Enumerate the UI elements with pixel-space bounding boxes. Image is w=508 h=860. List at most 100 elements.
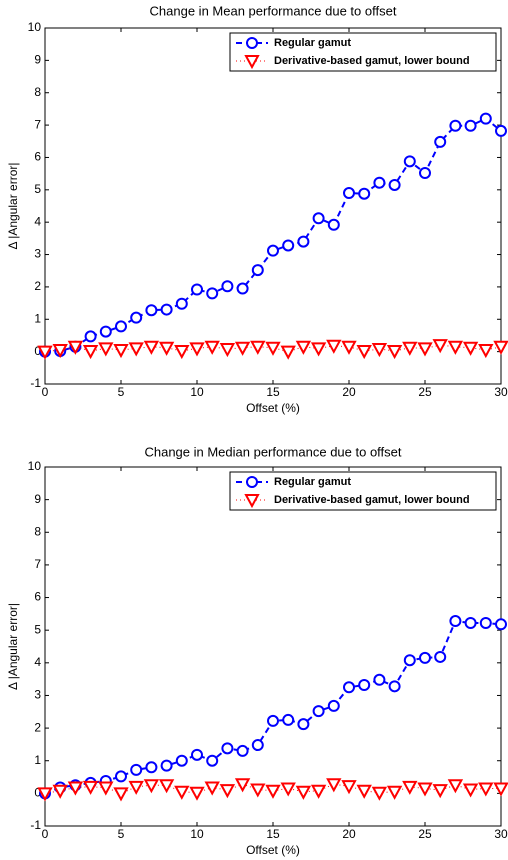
marker xyxy=(371,786,388,801)
chart-title: Change in Mean performance due to offset xyxy=(150,3,397,18)
chart-title: Change in Median performance due to offs… xyxy=(144,444,401,459)
marker xyxy=(295,340,312,355)
marker xyxy=(128,342,144,357)
x-tick-label: 30 xyxy=(494,385,508,399)
marker xyxy=(432,339,448,354)
marker xyxy=(464,617,477,630)
y-tick-label: 6 xyxy=(34,590,41,604)
marker xyxy=(282,239,295,252)
y-tick-label: -1 xyxy=(30,376,41,390)
marker xyxy=(326,778,342,793)
marker xyxy=(434,650,447,663)
marker xyxy=(297,718,310,731)
marker xyxy=(280,782,296,797)
marker xyxy=(312,705,325,718)
marker xyxy=(130,311,143,324)
marker xyxy=(495,618,507,631)
chart: Change in Mean performance due to offset… xyxy=(6,3,508,415)
marker xyxy=(160,303,173,316)
marker xyxy=(206,754,219,767)
y-tick-label: 4 xyxy=(34,655,41,669)
marker xyxy=(432,784,448,799)
marker xyxy=(449,615,462,628)
marker xyxy=(327,699,340,712)
marker xyxy=(310,784,327,799)
marker xyxy=(204,781,220,796)
marker xyxy=(493,340,508,355)
marker xyxy=(82,344,99,360)
chart: Change in Median performance due to offs… xyxy=(6,444,508,857)
marker xyxy=(327,218,340,231)
y-tick-label: 7 xyxy=(34,117,41,131)
marker xyxy=(130,763,143,776)
y-tick-label: 9 xyxy=(34,492,41,506)
marker xyxy=(478,782,494,797)
y-tick-label: 1 xyxy=(34,753,41,767)
marker xyxy=(244,55,260,70)
x-tick-label: 30 xyxy=(494,827,508,841)
marker xyxy=(37,345,53,360)
x-tick-label: 0 xyxy=(42,385,49,399)
y-tick-label: 3 xyxy=(34,247,41,261)
marker xyxy=(267,244,279,257)
marker xyxy=(145,761,158,774)
y-tick-label: 5 xyxy=(34,182,41,196)
marker xyxy=(356,344,372,360)
marker xyxy=(191,283,203,296)
marker xyxy=(158,779,175,794)
marker xyxy=(82,780,99,795)
marker xyxy=(373,176,386,189)
y-tick-label: 5 xyxy=(34,622,41,636)
marker xyxy=(371,343,388,358)
legend-box xyxy=(229,32,497,72)
marker xyxy=(464,119,477,132)
marker xyxy=(402,341,418,356)
marker xyxy=(388,680,401,693)
marker xyxy=(189,342,205,357)
y-tick-label: 10 xyxy=(28,20,42,34)
x-tick-label: 15 xyxy=(266,385,280,399)
marker xyxy=(479,617,492,630)
y-tick-label: 4 xyxy=(34,214,41,228)
marker xyxy=(295,785,312,800)
marker xyxy=(251,739,264,752)
marker xyxy=(419,166,431,179)
marker xyxy=(52,344,68,359)
marker xyxy=(265,341,281,356)
marker xyxy=(143,779,160,794)
marker xyxy=(462,783,479,798)
x-tick-label: 25 xyxy=(418,385,432,399)
x-tick-label: 0 xyxy=(42,827,49,841)
plot-frame xyxy=(44,466,502,827)
legend-box xyxy=(229,471,497,511)
y-tick-label: 8 xyxy=(34,85,41,99)
y-tick-label: 7 xyxy=(34,557,41,571)
marker xyxy=(204,340,220,355)
marker xyxy=(326,339,342,354)
marker xyxy=(447,779,464,794)
marker xyxy=(189,786,205,801)
marker xyxy=(341,340,357,355)
marker xyxy=(280,345,296,360)
plot-frame xyxy=(44,27,502,385)
x-tick-label: 10 xyxy=(190,385,204,399)
x-tick-label: 20 xyxy=(342,385,356,399)
marker xyxy=(343,681,355,694)
legend-label: Derivative-based gamut, lower bound xyxy=(274,494,470,506)
x-tick-label: 5 xyxy=(118,827,125,841)
x-tick-label: 15 xyxy=(266,827,280,841)
marker xyxy=(373,673,386,686)
marker xyxy=(145,304,158,317)
marker xyxy=(250,340,266,355)
marker xyxy=(356,784,372,799)
marker xyxy=(265,784,281,799)
marker xyxy=(493,782,508,797)
marker xyxy=(495,124,507,137)
marker xyxy=(402,780,418,795)
marker xyxy=(115,770,127,783)
marker xyxy=(52,784,68,799)
x-tick-label: 5 xyxy=(118,385,125,399)
y-tick-label: 0 xyxy=(34,786,41,800)
y-tick-label: 3 xyxy=(34,688,41,702)
y-tick-label: 0 xyxy=(34,344,41,358)
